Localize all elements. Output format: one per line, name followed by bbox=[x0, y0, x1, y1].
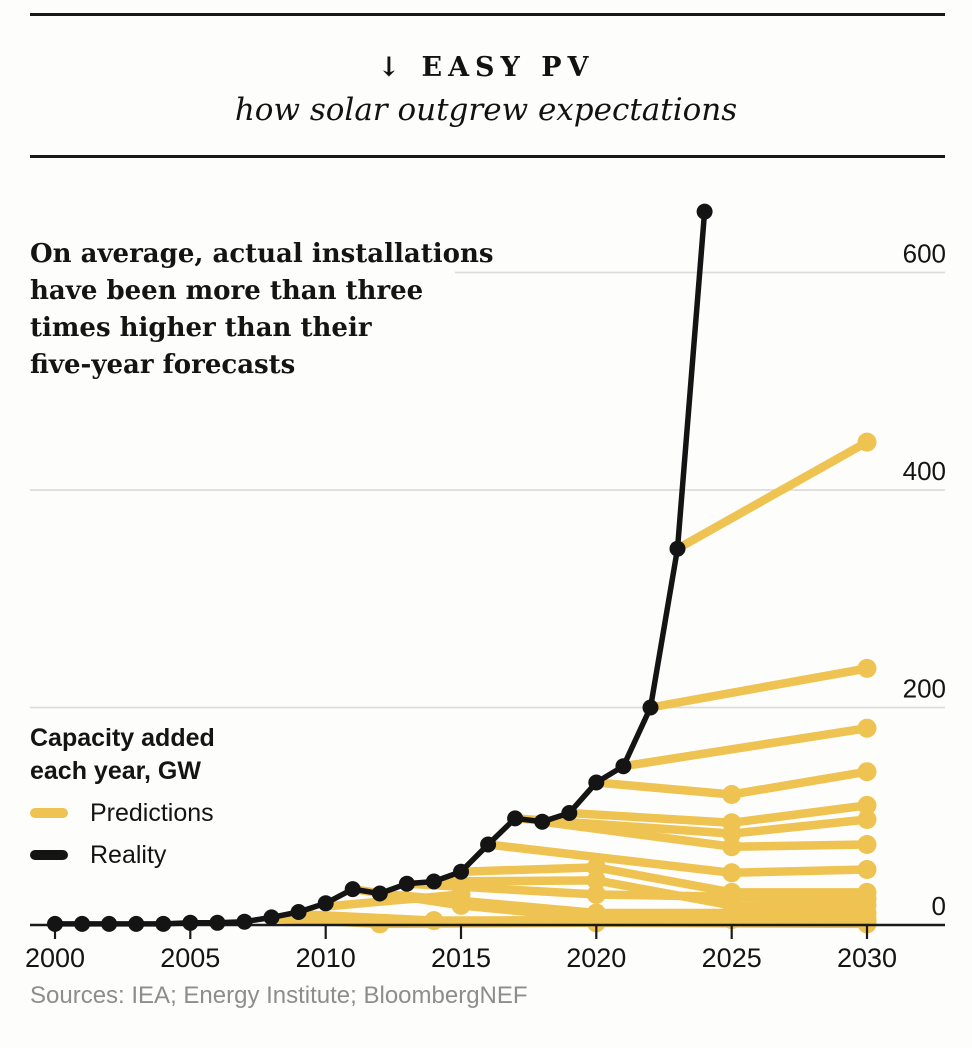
legend-label-predictions: Predictions bbox=[90, 798, 214, 827]
annotation-line: times higher than their bbox=[30, 313, 372, 343]
legend-label-reality: Reality bbox=[90, 840, 167, 869]
svg-text:2020: 2020 bbox=[566, 943, 626, 973]
top-rule bbox=[30, 13, 945, 16]
svg-text:400: 400 bbox=[903, 456, 946, 486]
annotation-line: five-year forecasts bbox=[30, 350, 296, 380]
svg-text:2030: 2030 bbox=[837, 943, 897, 973]
svg-text:2025: 2025 bbox=[702, 943, 762, 973]
legend-item-predictions: Predictions bbox=[30, 796, 215, 830]
chart-subtitle: how solar outgrew expectations bbox=[234, 92, 738, 128]
svg-text:200: 200 bbox=[903, 674, 946, 704]
svg-text:600: 600 bbox=[903, 239, 946, 269]
sources-note: Sources: IEA; Energy Institute; Bloomber… bbox=[30, 982, 528, 1009]
y-axis-units-label: Capacity added each year, GW bbox=[30, 724, 215, 785]
svg-text:0: 0 bbox=[932, 891, 946, 921]
annotation-line: have been more than three bbox=[30, 276, 424, 306]
predictions-line-swatch bbox=[30, 808, 68, 818]
chart-legend: Capacity added each year, GW Predictions… bbox=[30, 722, 215, 872]
chart-annotation: On average, actual installations have be… bbox=[30, 236, 493, 384]
annotation-line: On average, actual installations bbox=[30, 239, 494, 269]
svg-text:2005: 2005 bbox=[160, 943, 220, 973]
svg-text:2015: 2015 bbox=[431, 943, 491, 973]
reality-line-swatch bbox=[30, 850, 68, 860]
header-rule bbox=[30, 155, 945, 158]
svg-text:2010: 2010 bbox=[296, 943, 356, 973]
chart-title: ↓ EASY PV bbox=[377, 52, 595, 83]
svg-text:2000: 2000 bbox=[25, 943, 85, 973]
legend-item-reality: Reality bbox=[30, 838, 215, 872]
